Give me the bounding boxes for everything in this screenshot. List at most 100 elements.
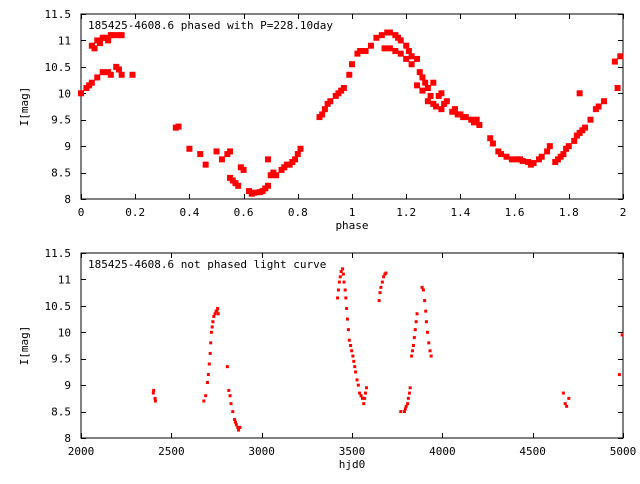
data-point <box>236 425 240 429</box>
data-point <box>107 71 114 78</box>
data-point <box>508 156 515 163</box>
data-point <box>416 69 423 76</box>
data-point <box>110 32 117 39</box>
data-point <box>406 396 410 400</box>
data-point <box>412 336 416 340</box>
x-tick-label: 0.8 <box>288 206 308 219</box>
data-point <box>424 320 428 324</box>
data-point <box>386 29 393 36</box>
data-point <box>338 275 342 279</box>
data-point <box>587 116 594 123</box>
y-tick-label: 11 <box>58 34 71 47</box>
data-point <box>78 90 84 97</box>
data-point <box>414 55 421 62</box>
data-point <box>489 140 496 147</box>
x-axis-label: phase <box>335 219 368 232</box>
data-point <box>91 45 98 52</box>
data-point <box>210 325 214 329</box>
data-point <box>202 161 209 168</box>
data-point <box>462 114 469 121</box>
data-point <box>151 391 155 395</box>
data-point <box>341 272 345 276</box>
data-point <box>357 48 364 54</box>
data-point <box>213 148 220 155</box>
data-point <box>345 307 349 310</box>
data-point <box>362 402 366 406</box>
data-point <box>427 341 431 345</box>
data-point <box>538 153 545 160</box>
data-point <box>337 280 341 284</box>
data-point <box>582 124 589 131</box>
y-tick-label: 9.5 <box>51 114 71 127</box>
y-tick-label: 11 <box>58 273 71 286</box>
data-point <box>297 145 304 152</box>
data-point <box>451 106 458 113</box>
data-point <box>419 87 426 94</box>
data-point <box>362 48 369 54</box>
data-point <box>414 320 418 324</box>
y-tick-label: 8 <box>64 193 71 206</box>
data-point <box>118 32 125 39</box>
x-tick-label: 3000 <box>248 445 275 458</box>
chart-title: 185425-4608.6 phased with P=228.10day <box>88 19 333 32</box>
data-point <box>408 386 412 390</box>
data-point <box>384 271 388 275</box>
data-point <box>404 404 408 408</box>
data-point <box>428 349 432 353</box>
data-point <box>356 383 360 387</box>
x-tick-label: 0.6 <box>234 206 254 219</box>
x-axis-label: hjd0 <box>339 458 366 471</box>
data-point <box>211 320 215 324</box>
x-tick-label: 0 <box>78 206 85 219</box>
y-tick-label: 10.5 <box>45 61 72 74</box>
y-tick-label: 9 <box>64 379 71 392</box>
data-point <box>115 66 122 73</box>
data-point <box>336 288 340 292</box>
data-point <box>565 404 569 408</box>
data-point <box>197 151 204 158</box>
x-tick-label: 0.2 <box>125 206 145 219</box>
data-point <box>397 37 404 44</box>
data-point <box>443 98 450 105</box>
data-point <box>611 58 618 65</box>
x-tick-label: 4500 <box>519 445 546 458</box>
data-point <box>344 296 348 300</box>
data-point <box>202 399 206 403</box>
data-point <box>378 32 385 39</box>
y-tick-label: 9.5 <box>51 353 71 366</box>
data-point <box>227 148 234 155</box>
x-tick-label: 1.2 <box>396 206 416 219</box>
data-point <box>617 373 621 377</box>
data-point <box>96 40 103 47</box>
data-point <box>403 55 410 62</box>
data-point <box>601 98 608 105</box>
data-point <box>352 359 356 363</box>
data-point <box>251 189 258 196</box>
data-point <box>354 370 358 374</box>
y-tick-label: 11.5 <box>45 8 72 21</box>
data-point <box>379 285 383 289</box>
data-point <box>614 85 621 91</box>
data-point <box>438 90 445 97</box>
data-point <box>405 48 412 54</box>
data-point <box>351 354 355 358</box>
phased-light-curve-panel: 0 0.2 0.4 0.6 0.8 1 1.2 1.4 1.6 1.8 2 8 8.5 9 9.5 10 10.… <box>18 8 626 232</box>
data-point <box>129 71 136 78</box>
data-point <box>426 330 430 334</box>
data-point <box>565 143 572 150</box>
data-point <box>238 425 242 429</box>
data-point <box>544 148 551 155</box>
data-point <box>364 391 368 395</box>
data-point <box>360 396 364 400</box>
data-point <box>346 328 350 332</box>
data-point <box>422 79 429 86</box>
data-point <box>216 312 220 316</box>
x-tick-label: 2500 <box>158 445 185 458</box>
data-point <box>373 34 380 41</box>
data-point <box>367 42 374 49</box>
data-point <box>427 92 434 99</box>
y-tick-label: 10.5 <box>45 300 72 313</box>
data-point <box>204 394 208 398</box>
